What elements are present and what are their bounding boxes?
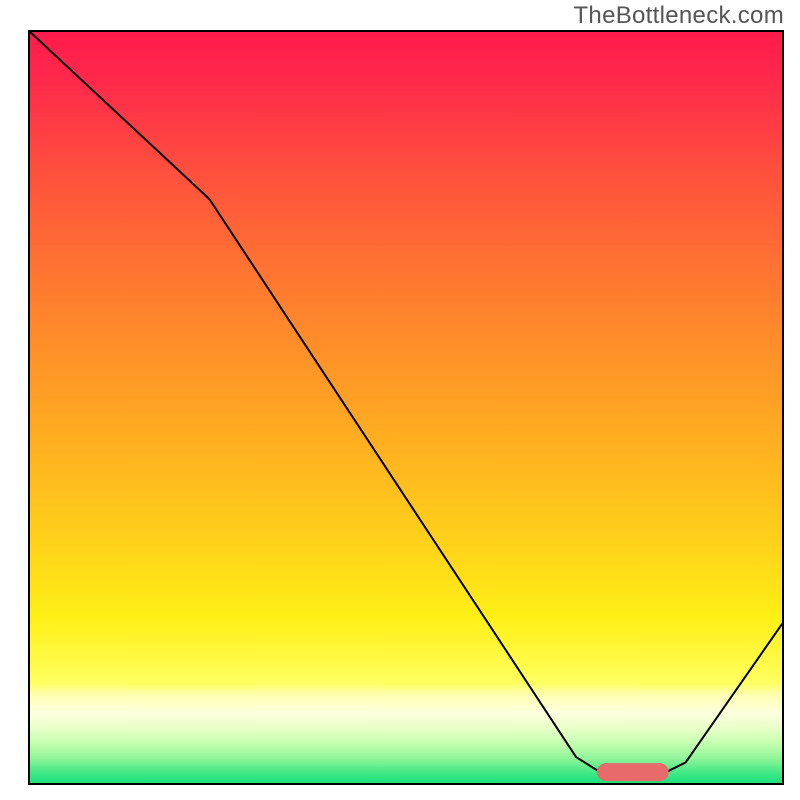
plot-area: [28, 30, 784, 785]
watermark-text: TheBottleneck.com: [573, 2, 784, 30]
gradient-background: [28, 30, 784, 785]
